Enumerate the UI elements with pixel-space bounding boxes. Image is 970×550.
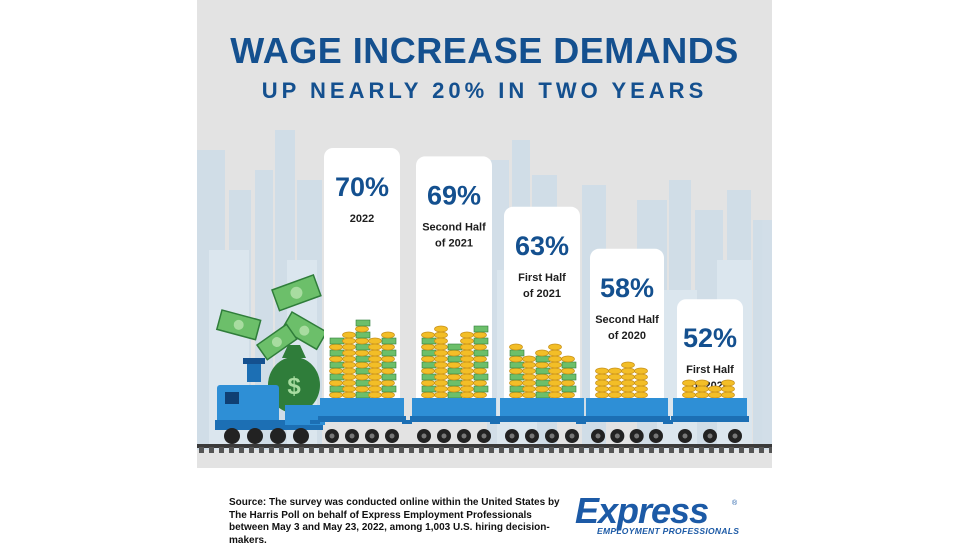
category-label-2-1: of 2021 [523,288,561,300]
bar-card-0 [324,148,400,410]
train-wheel-hub [441,433,447,439]
category-label-1-1: of 2021 [435,237,473,249]
train-wheel-hub [509,433,515,439]
category-label-0-0: 2022 [350,213,374,225]
express-logo: Express ® EMPLOYMENT PROFESSIONALS [575,490,745,538]
coupler [402,420,412,424]
train-wheel-hub [732,433,738,439]
train-car-4 [673,398,747,418]
train-car-base-2 [498,416,586,422]
train-car-0 [320,398,404,418]
cargo-pile-1 [421,325,489,399]
train-wheel-hub [481,433,487,439]
train-wheel-hub [349,433,355,439]
value-label-0: 70% [335,172,389,202]
page-subtitle: UP NEARLY 20% IN TWO YEARS [261,78,708,103]
source-note: Source: The survey was conducted online … [229,497,560,546]
logo-wordmark: Express [575,490,709,531]
category-label-3-0: Second Half [595,314,659,326]
rail-track [197,444,772,448]
train-wheel-hub [569,433,575,439]
train-chart: $ 70% 2022 69% Second Half of 2021 63% First H… [197,148,772,453]
lower-background [197,468,772,550]
coupler [310,420,320,424]
train-wheel-hub [461,433,467,439]
value-label-1: 69% [427,180,481,210]
cargo-pile-3 [595,361,648,399]
train-car-base-0 [318,416,406,422]
train-wheel-hub [634,433,640,439]
svg-text:$: $ [287,373,301,400]
train-wheel-hub [595,433,601,439]
trademark-icon: ® [732,500,738,507]
train-car-base-1 [410,416,498,422]
train-wheel-hub [614,433,620,439]
cargo-pile-4 [682,379,735,399]
train-car-base-4 [671,416,749,422]
train-wheel-hub [549,433,555,439]
train-wheel-hub [529,433,535,439]
category-label-2-0: First Half [518,272,566,284]
category-label-1-0: Second Half [422,221,486,233]
coupler [576,420,586,424]
train-wheel-hub [369,433,375,439]
infographic: WAGE INCREASE DEMANDS UP NEARLY 20% IN T… [197,0,772,550]
coupler [490,420,500,424]
category-label-3-1: of 2020 [608,330,646,342]
train-car-1 [412,398,496,418]
train-car-3 [586,398,668,418]
rail-ties [199,447,772,453]
value-label-2: 63% [515,231,569,261]
locomotive-icon [215,358,325,444]
train-car-2 [500,398,584,418]
train-wheel-hub [707,433,713,439]
coupler [663,420,673,424]
money-bills-decoration [215,273,328,361]
train-wheel-hub [329,433,335,439]
page-title: WAGE INCREASE DEMANDS [230,30,739,71]
train-wheel-hub [682,433,688,439]
category-label-4-0: First Half [686,364,734,376]
value-label-3: 58% [600,273,654,303]
money-bag-icon: $ [268,345,320,413]
train-wheel-hub [421,433,427,439]
logo-tagline: EMPLOYMENT PROFESSIONALS [597,526,740,536]
train-car-base-3 [584,416,670,422]
train-wheel-hub [653,433,659,439]
train-wheel-hub [389,433,395,439]
value-label-4: 52% [683,323,737,353]
cargo-pile-2 [509,343,577,399]
cargo-pile-0 [329,319,397,399]
